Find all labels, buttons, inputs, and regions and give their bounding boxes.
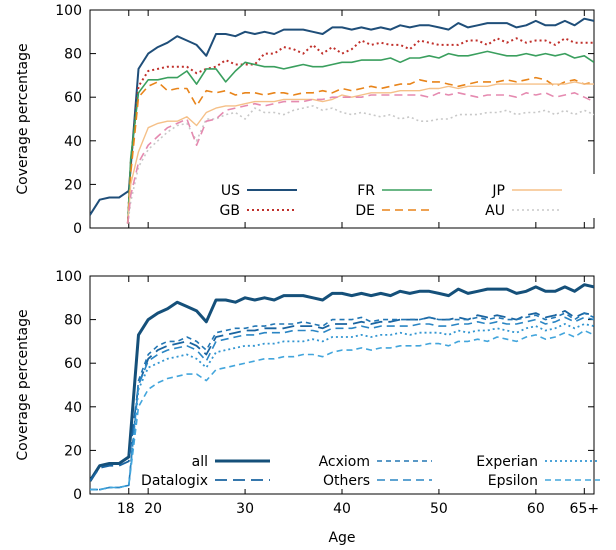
x-tick-label: 60 [527,501,545,517]
y-tick-label: 0 [73,221,82,237]
y-tick-label: 100 [55,3,82,19]
legend-label-acxiom: Acxiom [319,454,370,470]
top-panel: 0 20 40 60 80 100 Coverage percentage US GB FR DE J… [0,3,600,237]
legend-label-us: US [221,183,240,199]
series-line-fr [127,50,594,224]
y-tick-label: 40 [64,134,82,150]
series-line-epsilon [90,329,594,491]
y-tick-label: 80 [64,313,82,329]
y-tick-label: 60 [64,90,82,106]
series-line-jp [127,81,594,224]
x-tick-label: 50 [430,501,448,517]
series-line-de [127,76,594,224]
series-group [90,17,594,224]
series-line-au [127,105,594,224]
legend-label-all: all [192,454,208,470]
x-tick-label: 40 [333,501,351,517]
y-tick-label: 60 [64,356,82,372]
y-tick-label: 20 [64,443,82,459]
legend-label-datalogix: Datalogix [141,473,208,489]
series-line-acxiom [90,312,594,491]
x-tick-label: 30 [236,501,254,517]
y-tick-label: 0 [73,487,82,503]
y-tick-label: 20 [64,177,82,193]
legend-label-fr: FR [357,183,375,199]
legend-background [210,174,600,218]
y-axis-label: Coverage percentage [15,309,31,460]
x-tick-label: 18 [117,501,135,517]
series-line-us [90,17,594,216]
bottom-panel: 0 20 40 60 80 100 18 20 30 40 50 60 65+ Coverage perc… [15,269,600,546]
legend-label-jp: JP [491,183,505,199]
x-tick-label: 65+ [570,501,600,517]
legend-label-others: Others [323,473,370,489]
series-line-br [127,92,594,224]
x-axis-label: Age [328,530,355,546]
y-tick-label: 40 [64,400,82,416]
y-tick-label: 100 [55,269,82,285]
legend-label-de: DE [355,203,375,219]
series-line-others [90,316,594,491]
series-group [90,283,594,491]
legend-label-experian: Experian [476,454,538,470]
series-line-all [90,283,594,482]
y-axis-label: Coverage percentage [15,43,31,194]
x-tick-label: 20 [144,501,162,517]
legend-label-epsilon: Epsilon [488,473,538,489]
series-line-experian [90,323,594,491]
series-line-datalogix [90,309,594,482]
legend-label-au: AU [485,203,505,219]
y-tick-label: 80 [64,47,82,63]
legend-background [150,445,540,489]
legend-label-gb: GB [220,203,240,219]
